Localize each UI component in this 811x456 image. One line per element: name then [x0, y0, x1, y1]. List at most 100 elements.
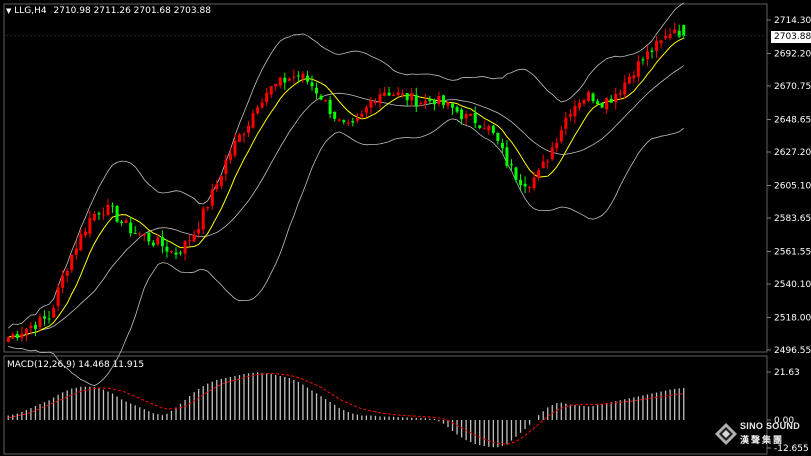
bollinger-bands — [8, 2, 684, 387]
candlesticks — [6, 22, 686, 343]
candle-body — [74, 248, 78, 255]
price-axis-label: 2583.65 — [774, 214, 811, 224]
candle-body — [43, 316, 47, 319]
candle-body — [197, 228, 201, 234]
candle-body — [487, 126, 491, 131]
candle-body — [29, 325, 33, 329]
current-price-tag: 2703.88 — [771, 31, 811, 43]
candle-body — [473, 113, 477, 124]
candle-body — [206, 207, 210, 209]
candle-body — [147, 232, 151, 242]
candle-body — [364, 107, 368, 113]
price-axis-label: 2496.55 — [774, 346, 811, 356]
brand-name-cn: 漢聲集團 — [740, 436, 785, 446]
candle-body — [378, 94, 382, 104]
candle-body — [546, 161, 550, 163]
candle-body — [247, 125, 251, 133]
symbol-timeframe: LLG,H4 — [14, 6, 47, 16]
candle-body — [419, 103, 423, 105]
candle-body — [664, 36, 668, 39]
candle-body — [360, 113, 364, 117]
macd-signal-line — [8, 373, 684, 445]
candle-body — [52, 308, 56, 318]
candle-body — [138, 233, 142, 235]
macd-axis: 21.63 0.00 -12.655 — [767, 368, 809, 454]
candle-body — [396, 92, 400, 95]
candle-body — [641, 59, 645, 61]
candle-body — [655, 41, 659, 51]
candle-body — [319, 95, 323, 100]
triangle-down-icon[interactable]: ▼ — [6, 7, 12, 15]
candle-body — [183, 241, 187, 254]
candle-body — [142, 234, 146, 236]
branding-logo: SINO SOUND 漢聲集團 — [712, 418, 808, 452]
candle-body — [324, 99, 328, 101]
ohlc-values: 2710.98 2711.26 2701.68 2703.88 — [53, 6, 211, 16]
candle-body — [441, 95, 445, 106]
candle-body — [328, 99, 332, 114]
brand-name: SINO SOUND — [740, 421, 801, 431]
candle-body — [179, 252, 183, 254]
candle-body — [627, 76, 631, 84]
candle-body — [464, 114, 468, 119]
candle-body — [673, 29, 677, 34]
candle-body — [537, 170, 541, 179]
candle-body — [233, 140, 237, 156]
candle-body — [129, 222, 133, 234]
candle-body — [315, 87, 319, 94]
candle-body — [296, 75, 300, 77]
candle-body — [437, 95, 441, 104]
price-panel-frame — [3, 3, 768, 353]
candle-body — [523, 183, 527, 187]
candle-body — [505, 147, 509, 166]
candle-body — [369, 100, 373, 108]
candle-body — [269, 86, 273, 95]
candle-body — [224, 160, 228, 174]
price-axis: 2714.30 2692.20 2670.75 2648.65 2627.20 2605.… — [6, 16, 811, 356]
moving-average-line — [8, 37, 684, 338]
candle-body — [582, 99, 586, 104]
ma-path — [8, 37, 684, 338]
price-axis-label: 2670.75 — [774, 82, 811, 92]
candle-body — [301, 73, 305, 79]
candle-body — [201, 208, 205, 230]
candle-body — [115, 205, 119, 222]
candle-body — [550, 147, 554, 160]
candle-body — [305, 75, 309, 82]
macd-axis-label: 0.00 — [774, 416, 794, 426]
candle-body — [528, 187, 532, 189]
candle-body — [351, 121, 355, 123]
candle-body — [15, 334, 19, 338]
candle-body — [414, 95, 418, 107]
candle-body — [482, 128, 486, 130]
candle-body — [596, 101, 600, 105]
candle-body — [342, 120, 346, 122]
candle-body — [333, 111, 337, 119]
candle-body — [623, 82, 627, 95]
candle-body — [337, 119, 341, 121]
candle-body — [605, 98, 609, 110]
candle-body — [591, 93, 595, 102]
candle-body — [478, 125, 482, 128]
candle-body — [292, 76, 296, 78]
price-axis-label: 2714.30 — [774, 16, 811, 26]
candle-body — [47, 318, 51, 320]
candle-body — [192, 234, 196, 242]
candle-body — [215, 184, 219, 190]
candle-body — [373, 101, 377, 103]
macd-panel-frame — [3, 355, 768, 455]
candle-body — [228, 153, 232, 161]
macd-label: MACD(12,26,9) 14.468 11.915 — [7, 360, 145, 370]
candle-body — [455, 107, 459, 112]
candle-body — [237, 134, 241, 142]
candle-body — [283, 77, 287, 83]
candle-body — [446, 102, 450, 106]
candle-body — [428, 99, 432, 102]
price-axis-label: 2648.65 — [774, 115, 811, 125]
candle-body — [514, 167, 518, 180]
candle-body — [659, 40, 663, 44]
candle-body — [70, 254, 74, 270]
candle-body — [124, 220, 128, 224]
